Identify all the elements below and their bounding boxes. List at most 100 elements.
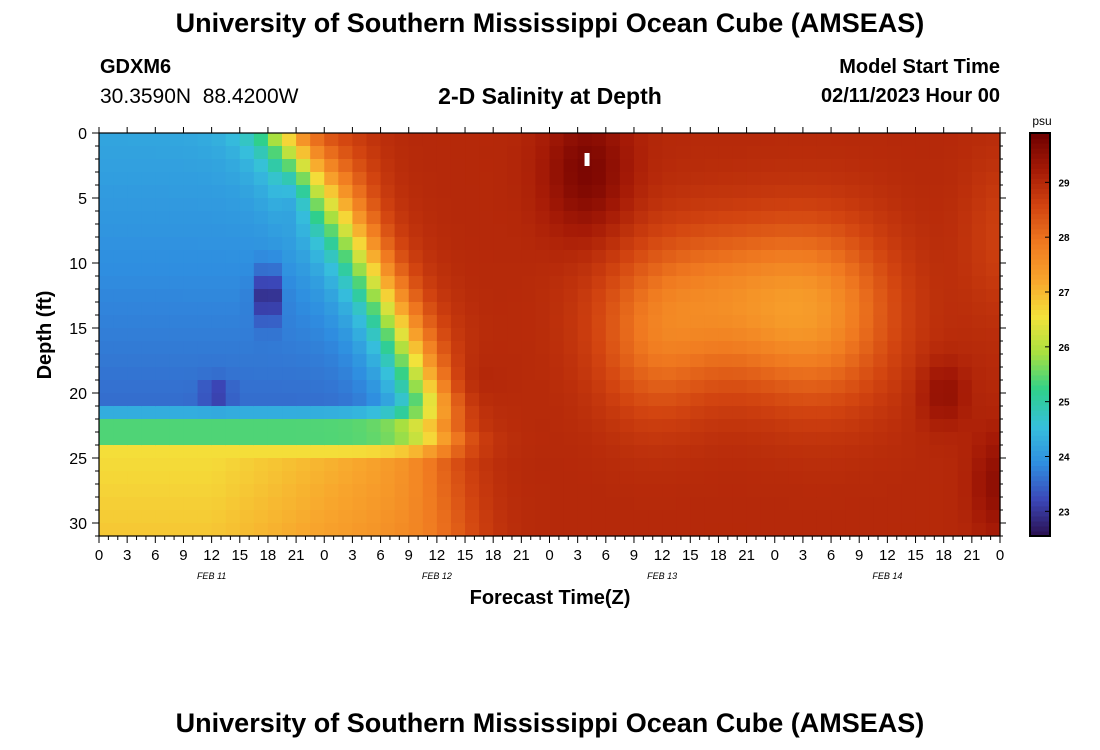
heatmap-cell bbox=[507, 484, 522, 498]
heatmap-cell bbox=[239, 328, 255, 342]
heatmap-cell bbox=[507, 224, 522, 238]
heatmap-cell bbox=[563, 133, 579, 147]
heatmap-cell bbox=[788, 315, 804, 329]
heatmap-cell bbox=[901, 198, 917, 212]
heatmap-cell bbox=[633, 341, 649, 355]
heatmap-cell bbox=[971, 237, 987, 251]
heatmap-cell bbox=[394, 406, 410, 420]
heatmap-cell bbox=[183, 198, 199, 212]
heatmap-cell bbox=[676, 341, 691, 355]
heatmap-cell bbox=[591, 289, 607, 303]
heatmap-cell bbox=[732, 393, 748, 407]
heatmap-cell bbox=[535, 146, 551, 160]
heatmap-cell bbox=[816, 341, 832, 355]
heatmap-cell bbox=[197, 497, 213, 511]
heatmap-cell bbox=[450, 172, 466, 186]
heatmap-cell bbox=[239, 406, 255, 420]
heatmap-cell bbox=[845, 406, 860, 420]
heatmap-cell bbox=[788, 289, 804, 303]
heatmap-cell bbox=[943, 159, 959, 173]
heatmap-cell bbox=[99, 419, 114, 433]
heatmap-cell bbox=[239, 367, 255, 381]
heatmap-cell bbox=[310, 406, 325, 420]
heatmap-cell bbox=[394, 484, 410, 498]
heatmap-cell bbox=[267, 237, 283, 251]
heatmap-cell bbox=[127, 159, 142, 173]
heatmap-cell bbox=[549, 497, 565, 511]
heatmap-cell bbox=[873, 432, 888, 446]
heatmap-cell bbox=[535, 497, 551, 511]
heatmap-cell bbox=[619, 458, 635, 472]
heatmap-cell bbox=[788, 263, 804, 277]
heatmap-cell bbox=[845, 133, 860, 147]
heatmap-cell bbox=[549, 510, 565, 524]
heatmap-cell bbox=[901, 146, 917, 160]
heatmap-cell bbox=[169, 367, 185, 381]
heatmap-cell bbox=[479, 471, 494, 485]
heatmap-cell bbox=[366, 393, 382, 407]
day-label: FEB 11 bbox=[197, 571, 226, 581]
heatmap-cell bbox=[450, 471, 466, 485]
heatmap-cell bbox=[479, 263, 494, 277]
heatmap-cell bbox=[605, 302, 621, 316]
heatmap-cell bbox=[183, 263, 199, 277]
heatmap-cell bbox=[718, 393, 734, 407]
heatmap-cell bbox=[901, 445, 917, 459]
heatmap-cell bbox=[816, 185, 832, 199]
heatmap-cell bbox=[155, 224, 170, 238]
heatmap-cell bbox=[239, 237, 255, 251]
heatmap-cell bbox=[549, 445, 565, 459]
heatmap-cell bbox=[380, 393, 396, 407]
heatmap-cell bbox=[577, 237, 593, 251]
heatmap-cell bbox=[267, 445, 283, 459]
heatmap-cell bbox=[324, 328, 339, 342]
heatmap-cell bbox=[239, 172, 255, 186]
heatmap-cell bbox=[929, 146, 945, 160]
heatmap-cell bbox=[253, 419, 269, 433]
heatmap-cell bbox=[929, 523, 945, 537]
heatmap-cell bbox=[943, 146, 959, 160]
heatmap-cell bbox=[338, 289, 354, 303]
heatmap-cell bbox=[324, 276, 339, 290]
heatmap-cell bbox=[971, 172, 987, 186]
heatmap-cell bbox=[296, 159, 311, 173]
heatmap-cell bbox=[619, 159, 635, 173]
heatmap-cell bbox=[676, 315, 691, 329]
heatmap-cell bbox=[352, 497, 368, 511]
heatmap-cell bbox=[704, 354, 720, 368]
heatmap-cell bbox=[690, 432, 705, 446]
heatmap-cell bbox=[577, 497, 593, 511]
heatmap-cell bbox=[718, 328, 734, 342]
heatmap-cell bbox=[408, 380, 424, 394]
heatmap-cell bbox=[690, 328, 705, 342]
heatmap-cell bbox=[985, 159, 1001, 173]
heatmap-cell bbox=[113, 250, 128, 264]
heatmap-cell bbox=[507, 393, 522, 407]
heatmap-cell bbox=[324, 419, 339, 433]
heatmap-cell bbox=[605, 471, 621, 485]
heatmap-cell bbox=[985, 133, 1001, 147]
heatmap-cell bbox=[450, 185, 466, 199]
heatmap-cell bbox=[774, 497, 790, 511]
heatmap-cell bbox=[310, 393, 325, 407]
heatmap-cell bbox=[282, 432, 297, 446]
heatmap-cell bbox=[366, 185, 382, 199]
heatmap-cell bbox=[465, 302, 480, 316]
heatmap-cell bbox=[479, 315, 494, 329]
heatmap-cell bbox=[450, 237, 466, 251]
heatmap-cell bbox=[141, 133, 156, 147]
heatmap-cell bbox=[521, 289, 537, 303]
heatmap-cell bbox=[591, 419, 607, 433]
heatmap-cell bbox=[845, 497, 860, 511]
heatmap-cell bbox=[267, 497, 283, 511]
heatmap-cell bbox=[436, 172, 452, 186]
colorbar-segment bbox=[1030, 138, 1050, 144]
heatmap-cell bbox=[394, 510, 410, 524]
heatmap-cell bbox=[619, 276, 635, 290]
heatmap-cell bbox=[99, 276, 114, 290]
heatmap-cell bbox=[831, 289, 846, 303]
heatmap-cell bbox=[985, 471, 1001, 485]
heatmap-cell bbox=[225, 341, 241, 355]
heatmap-cell bbox=[648, 432, 663, 446]
heatmap-cell bbox=[211, 393, 227, 407]
